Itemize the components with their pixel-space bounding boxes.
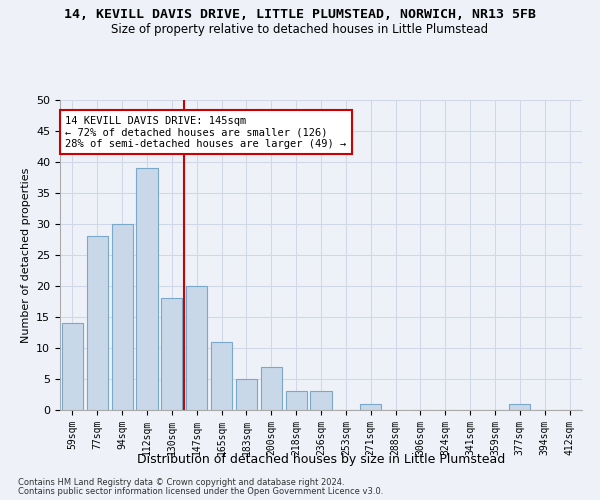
Text: 14, KEVILL DAVIS DRIVE, LITTLE PLUMSTEAD, NORWICH, NR13 5FB: 14, KEVILL DAVIS DRIVE, LITTLE PLUMSTEAD… xyxy=(64,8,536,20)
Bar xyxy=(236,379,257,410)
Bar xyxy=(112,224,133,410)
Text: Contains public sector information licensed under the Open Government Licence v3: Contains public sector information licen… xyxy=(18,487,383,496)
Bar xyxy=(87,236,108,410)
Text: Distribution of detached houses by size in Little Plumstead: Distribution of detached houses by size … xyxy=(137,452,505,466)
Bar xyxy=(509,404,530,410)
Y-axis label: Number of detached properties: Number of detached properties xyxy=(20,168,31,342)
Bar xyxy=(62,323,83,410)
Bar xyxy=(211,342,232,410)
Bar xyxy=(261,366,282,410)
Bar xyxy=(360,404,381,410)
Bar xyxy=(186,286,207,410)
Bar xyxy=(136,168,158,410)
Bar xyxy=(310,392,332,410)
Text: Size of property relative to detached houses in Little Plumstead: Size of property relative to detached ho… xyxy=(112,22,488,36)
Bar xyxy=(286,392,307,410)
Text: 14 KEVILL DAVIS DRIVE: 145sqm
← 72% of detached houses are smaller (126)
28% of : 14 KEVILL DAVIS DRIVE: 145sqm ← 72% of d… xyxy=(65,116,346,148)
Text: Contains HM Land Registry data © Crown copyright and database right 2024.: Contains HM Land Registry data © Crown c… xyxy=(18,478,344,487)
Bar xyxy=(161,298,182,410)
